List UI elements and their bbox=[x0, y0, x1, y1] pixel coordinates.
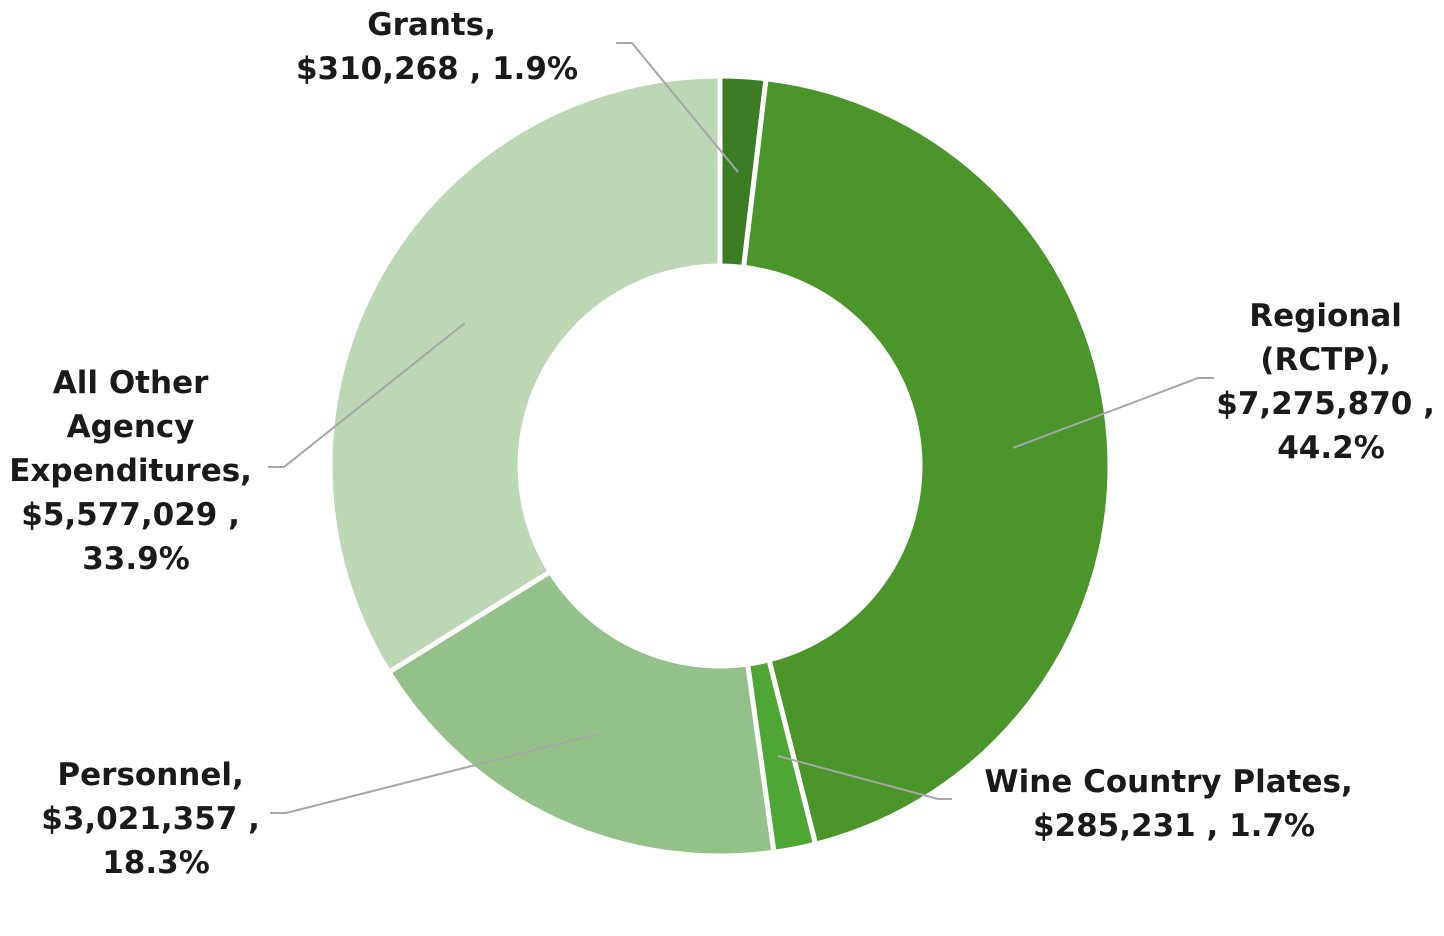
label-all-other-agency-expenditures: All Other Agency Expenditures, $5,577,02… bbox=[9, 365, 263, 577]
label-wine-country-plates: Wine Country Plates, $285,231 , 1.7% bbox=[984, 764, 1363, 844]
slice-all-other-agency-expenditures[interactable] bbox=[327, 73, 723, 676]
leader-lines bbox=[268, 42, 1214, 814]
label-other-line-1: All Other bbox=[53, 365, 209, 401]
leader-line-wine-country-plates bbox=[777, 755, 952, 800]
label-personnel-line-1: Personnel, bbox=[57, 757, 243, 793]
label-wine-line-1: Wine Country Plates, bbox=[984, 764, 1352, 800]
leader-line-all-other-agency-expenditures bbox=[268, 322, 466, 468]
label-regional-line-3: $7,275,870 , bbox=[1216, 386, 1435, 422]
label-personnel-line-3: 18.3% bbox=[102, 845, 210, 881]
slice-regional-rctp[interactable] bbox=[740, 75, 1113, 848]
label-other-line-2: Agency bbox=[67, 409, 195, 445]
leader-line-personnel bbox=[270, 733, 599, 814]
label-regional-line-1: Regional bbox=[1249, 298, 1402, 334]
label-grants: Grants, $310,268 , 1.9% bbox=[296, 7, 578, 87]
label-regional-line-4: 44.2% bbox=[1277, 430, 1385, 466]
leader-line-grants bbox=[616, 42, 739, 173]
label-other-line-4: $5,577,029 , bbox=[21, 497, 240, 533]
label-personnel-line-2: $3,021,357 , bbox=[41, 801, 260, 837]
slice-personnel[interactable] bbox=[385, 568, 777, 859]
donut-slices bbox=[327, 73, 1113, 859]
label-grants-line-1: Grants, bbox=[367, 7, 496, 43]
label-regional-line-2: (RCTP), bbox=[1260, 342, 1391, 378]
label-wine-line-2: $285,231 , 1.7% bbox=[1033, 808, 1315, 844]
label-personnel: Personnel, $3,021,357 , 18.3% bbox=[41, 757, 270, 881]
label-grants-line-2: $310,268 , 1.9% bbox=[296, 51, 578, 87]
label-other-line-3: Expenditures, bbox=[9, 453, 252, 489]
label-other-line-5: 33.9% bbox=[82, 541, 190, 577]
label-regional-rctp: Regional (RCTP), $7,275,870 , 44.2% bbox=[1216, 298, 1444, 466]
leader-line-regional-rctp bbox=[1012, 377, 1214, 449]
